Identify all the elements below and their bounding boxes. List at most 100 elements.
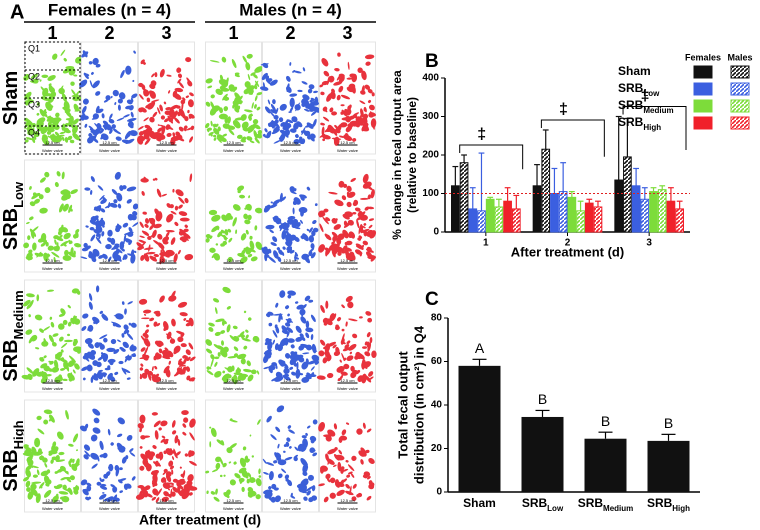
fecal-spot: [114, 171, 121, 180]
fecal-spot: [223, 234, 227, 241]
fecal-spot: [92, 57, 99, 66]
fecal-spot: [52, 441, 57, 448]
fecal-spot: [70, 317, 76, 325]
fecal-spot: [178, 196, 185, 204]
fecal-spot: [189, 418, 196, 428]
fecal-spot: [310, 252, 316, 259]
fecal-spot: [293, 362, 298, 367]
fecal-spot: [289, 186, 296, 193]
bar: [485, 198, 495, 233]
fecal-spot: [248, 247, 256, 253]
fecal-spot: [80, 256, 88, 259]
fecal-spot: [205, 78, 213, 84]
fecal-spot: [177, 111, 181, 117]
y-tick-label: 400: [422, 73, 439, 84]
fecal-spot: [350, 365, 355, 372]
fecal-spot: [302, 471, 308, 476]
fecal-spot: [341, 109, 348, 117]
fecal-spot: [170, 210, 177, 215]
fecal-spot: [335, 346, 340, 354]
fecal-spot: [247, 490, 257, 497]
fecal-spot: [211, 225, 219, 233]
fecal-spot: [154, 72, 158, 78]
fecal-spot: [165, 229, 175, 233]
fecal-spot: [176, 134, 183, 141]
significance-bracket: [622, 106, 687, 150]
fecal-spot: [289, 250, 295, 254]
fecal-spot: [299, 194, 307, 199]
fecal-spot: [111, 124, 116, 129]
fecal-spot: [52, 495, 59, 503]
caption: Water valve: [156, 266, 178, 271]
fecal-spot: [29, 216, 34, 221]
fecal-spot: [126, 198, 132, 204]
fecal-spot: [350, 371, 357, 379]
fecal-spot: [131, 93, 138, 99]
fecal-spot: [370, 256, 376, 262]
fecal-spot: [43, 365, 50, 372]
fecal-spot: [51, 366, 60, 373]
fecal-spot: [215, 456, 222, 463]
fecal-spot: [177, 438, 181, 446]
fecal-spot: [131, 353, 137, 357]
fecal-spot: [263, 472, 269, 475]
fecal-spot: [55, 236, 64, 242]
fecal-spot: [121, 456, 127, 464]
fecal-spot: [63, 100, 70, 111]
fecal-spot: [318, 210, 325, 217]
fecal-spot: [249, 434, 252, 437]
fecal-spot: [31, 226, 39, 233]
fecal-spot: [100, 133, 109, 141]
fecal-spot: [153, 253, 160, 258]
fecal-spot: [309, 106, 317, 112]
x-tick-label-sub: Medium: [603, 504, 633, 513]
fecal-spot: [361, 85, 365, 94]
fecal-spot: [348, 251, 355, 259]
fecal-spot: [160, 420, 168, 427]
fecal-spot: [43, 475, 50, 485]
fecal-spot: [331, 111, 338, 116]
fecal-spot: [115, 247, 123, 254]
fecal-spot: [100, 208, 106, 213]
fecal-spot: [268, 322, 273, 327]
fecal-spot: [271, 363, 278, 366]
fecal-spot: [48, 419, 52, 422]
fecal-spot: [26, 367, 34, 374]
fecal-spot: [326, 93, 333, 102]
fecal-spot: [232, 120, 241, 129]
fecal-spot: [270, 201, 273, 204]
column-header: 1: [47, 23, 57, 43]
fecal-spot: [26, 252, 33, 259]
fecal-spot: [60, 190, 68, 195]
fecal-spot: [74, 109, 81, 112]
fecal-spot: [256, 133, 263, 139]
fecal-spot: [112, 89, 119, 97]
fecal-spot: [154, 177, 158, 181]
fecal-spot: [84, 450, 91, 457]
fecal-spot: [160, 115, 166, 120]
fecal-spot: [62, 255, 72, 261]
fecal-spot: [242, 127, 249, 132]
fecal-spot: [83, 454, 89, 460]
fecal-spot: [143, 435, 151, 438]
fecal-spot: [252, 119, 259, 125]
fecal-spot: [158, 348, 163, 354]
fecal-spot: [304, 124, 314, 128]
legend-swatch: [693, 82, 713, 96]
fecal-spot: [334, 67, 340, 72]
fecal-spot: [241, 248, 247, 256]
fecal-spot: [89, 80, 93, 88]
fecal-spot: [55, 353, 61, 361]
fecal-spot: [235, 229, 238, 234]
bar: [451, 185, 460, 233]
fecal-spot: [284, 337, 289, 346]
fecal-spot: [285, 75, 291, 82]
fecal-spot: [327, 478, 331, 483]
y-tick-label: 20: [431, 443, 443, 454]
fecal-spot: [318, 350, 325, 357]
fecal-spot: [234, 117, 244, 121]
fecal-spot: [30, 488, 38, 497]
fecal-spot: [115, 254, 122, 261]
fecal-spot: [157, 124, 160, 126]
fecal-spot: [343, 247, 352, 252]
